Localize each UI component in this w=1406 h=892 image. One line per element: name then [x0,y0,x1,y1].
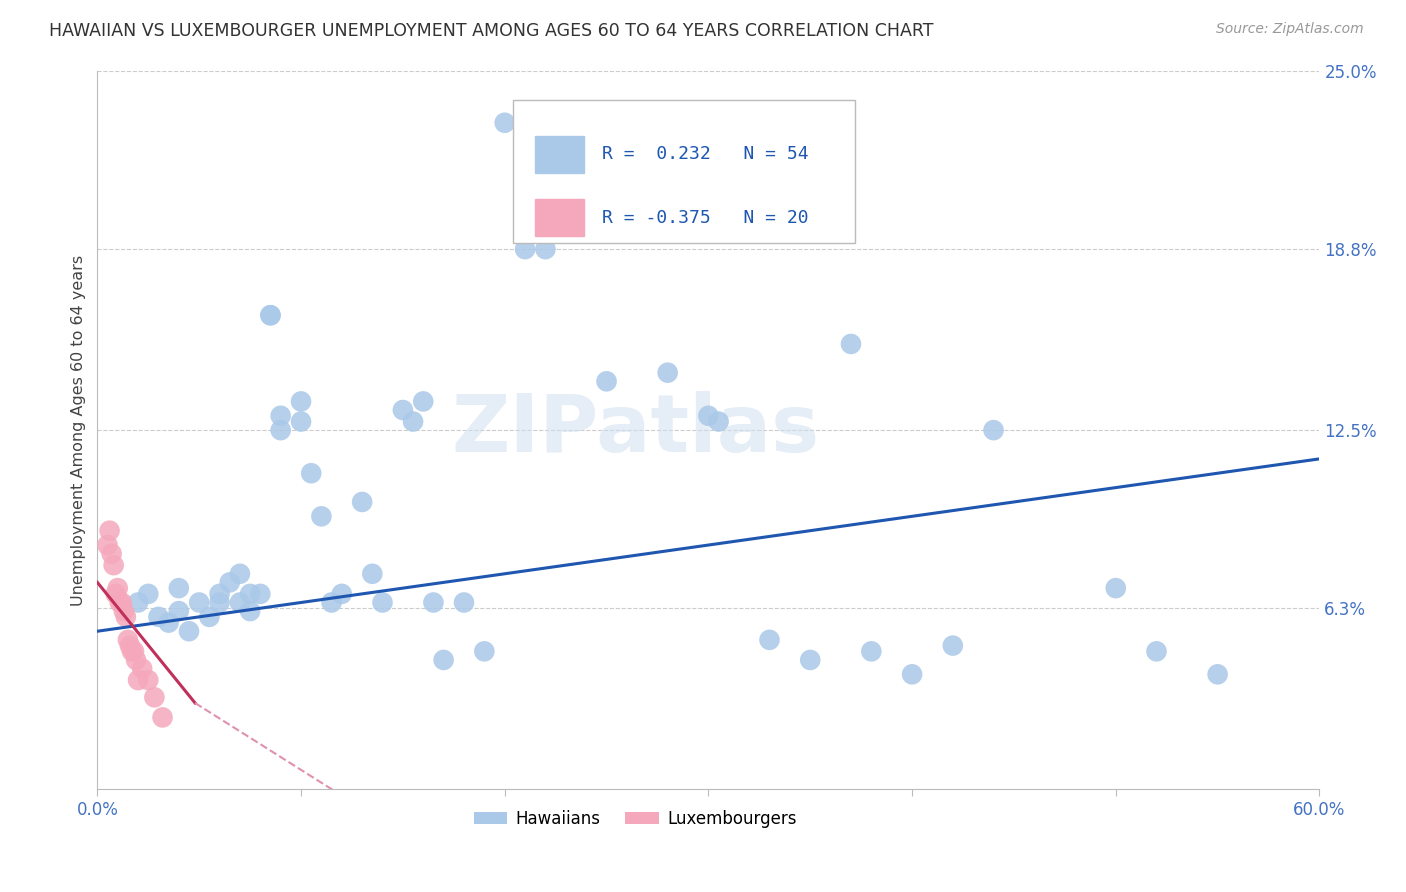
Point [218,575,240,590]
Point [433,653,456,667]
Point [657,366,679,380]
Point [177,624,200,639]
Point [1146,644,1168,658]
Point [758,632,780,647]
Point [534,242,557,256]
Point [127,673,149,687]
Point [983,423,1005,437]
Point [697,409,720,423]
Point [472,644,495,658]
Point [453,595,475,609]
Point [115,610,138,624]
Point [98,524,121,538]
Point [136,673,159,687]
Point [402,415,425,429]
Point [131,662,153,676]
Text: ZIPatlas: ZIPatlas [451,391,820,469]
Text: R = -0.375   N = 20: R = -0.375 N = 20 [602,209,808,227]
Point [167,604,190,618]
Point [513,242,536,256]
Point [118,639,141,653]
Point [239,604,262,618]
Point [361,566,384,581]
Point [111,595,134,609]
Point [208,595,231,609]
Text: R =  0.232   N = 54: R = 0.232 N = 54 [602,145,808,163]
Point [229,595,252,609]
Point [107,581,129,595]
Y-axis label: Unemployment Among Ages 60 to 64 years: Unemployment Among Ages 60 to 64 years [72,254,86,606]
Point [167,581,190,595]
Point [290,394,312,409]
Point [239,587,262,601]
Point [422,595,444,609]
Point [125,653,148,667]
Point [249,587,271,601]
Point [96,538,118,552]
Point [412,394,434,409]
Point [270,409,292,423]
Point [121,644,143,658]
Point [136,587,159,601]
Legend: Hawaiians, Luxembourgers: Hawaiians, Luxembourgers [467,804,803,835]
Point [152,710,174,724]
Point [198,610,221,624]
FancyBboxPatch shape [513,100,855,244]
Point [299,467,322,481]
Point [901,667,924,681]
Point [860,644,883,658]
Point [127,595,149,609]
Point [1105,581,1128,595]
Point [321,595,343,609]
Point [103,558,125,573]
Point [330,587,353,601]
Point [595,374,617,388]
Point [311,509,333,524]
Point [148,610,170,624]
FancyBboxPatch shape [534,199,583,236]
Point [494,116,516,130]
Point [122,644,145,658]
Point [108,595,131,609]
Text: Source: ZipAtlas.com: Source: ZipAtlas.com [1216,22,1364,37]
Text: HAWAIIAN VS LUXEMBOURGER UNEMPLOYMENT AMONG AGES 60 TO 64 YEARS CORRELATION CHAR: HAWAIIAN VS LUXEMBOURGER UNEMPLOYMENT AM… [49,22,934,40]
Point [290,415,312,429]
Point [112,604,135,618]
Point [270,423,292,437]
Point [371,595,394,609]
Point [100,547,122,561]
Point [117,632,139,647]
Point [229,566,252,581]
Point [799,653,821,667]
Point [942,639,965,653]
Point [839,337,862,351]
Point [1206,667,1229,681]
Point [143,690,166,705]
Point [352,495,374,509]
Point [707,415,730,429]
Point [259,308,281,322]
Point [392,403,415,417]
Point [157,615,180,630]
Point [104,587,127,601]
Point [259,308,281,322]
Point [188,595,211,609]
Point [208,587,231,601]
FancyBboxPatch shape [534,136,583,173]
